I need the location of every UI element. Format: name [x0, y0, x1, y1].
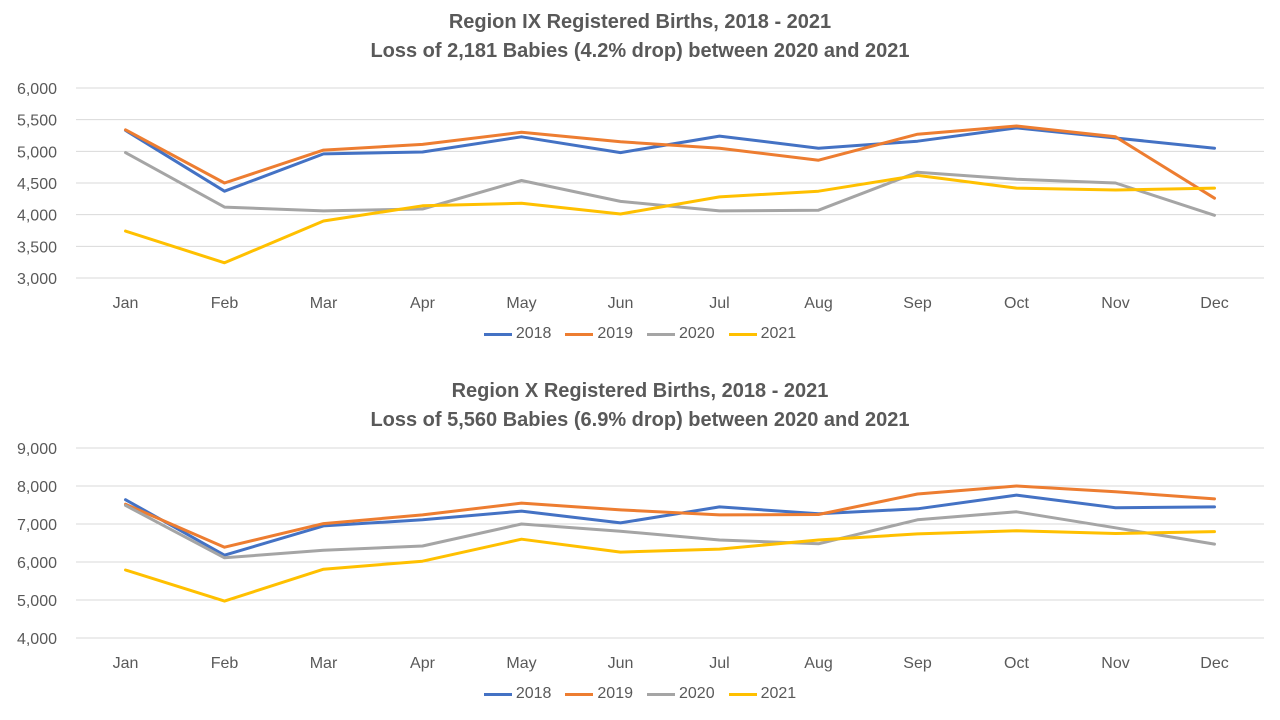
y-tick-label: 8,000: [17, 479, 57, 496]
title-line: Region IX Registered Births, 2018 - 2021: [448, 11, 832, 33]
legend-item-2019: 2019: [565, 325, 633, 343]
y-tick-label: 6,000: [17, 555, 57, 572]
legend-item-2020: 2020: [647, 685, 715, 703]
series-line-2018: [124, 493, 1216, 557]
x-tick-label: Nov: [1101, 295, 1129, 312]
x-tick-label: Apr: [410, 655, 436, 672]
x-tick-label: Oct: [1004, 655, 1029, 672]
legend-swatch: [728, 692, 757, 696]
chart-title: Region X Registered Births, 2018 - 2021 …: [0, 377, 1280, 435]
legend-item-2018: 2018: [483, 325, 552, 343]
chart-title: Region IX Registered Births, 2018 - 2021…: [0, 8, 1280, 66]
x-tick-label: Sep: [903, 295, 932, 312]
series-line-2021: [124, 173, 1216, 265]
legend-swatch: [647, 692, 675, 696]
x-tick-label: Feb: [211, 295, 239, 312]
legend-label: 2021: [760, 685, 797, 702]
legend-label: 2018: [515, 685, 552, 702]
chart-region-x: Region X Registered Births, 2018 - 2021 …: [0, 360, 1280, 720]
x-tick-label: Jan: [113, 655, 139, 672]
series-line-2019: [124, 124, 1216, 200]
y-tick-label: 5,000: [17, 593, 57, 610]
subtitle-line: Loss of 5,560 Babies (6.9% drop) between…: [370, 409, 910, 431]
x-tick-label: Sep: [903, 655, 932, 672]
x-tick-label: Mar: [310, 295, 338, 312]
legend-label: 2020: [679, 685, 715, 702]
x-tick-label: Jul: [709, 655, 729, 672]
series-line-2021: [124, 529, 1216, 603]
y-tick-label: 4,500: [17, 176, 57, 193]
legend-swatch: [483, 692, 512, 696]
legend-label: 2018: [515, 325, 552, 342]
x-tick-label: Jan: [113, 295, 139, 312]
plot-area: 3,000 3,500 4,000 4,500 5,000 5,500 6,000 Jan Fe…: [17, 81, 1264, 312]
x-tick-label: May: [506, 655, 536, 672]
series-line-2019: [124, 484, 1216, 549]
legend-label: 2019: [597, 325, 633, 342]
chart-region-ix: Region IX Registered Births, 2018 - 2021…: [0, 8, 1280, 343]
y-tick-label: 4,000: [17, 208, 57, 225]
y-tick-label: 3,000: [17, 271, 57, 288]
x-tick-label: Jun: [608, 655, 634, 672]
y-tick-label: 9,000: [17, 441, 57, 458]
legend-item-2021: 2021: [728, 685, 797, 703]
y-tick-label: 5,500: [17, 113, 57, 130]
title-line: Region X Registered Births, 2018 - 2021: [451, 380, 829, 402]
x-tick-label: Oct: [1004, 295, 1029, 312]
subtitle-line: Loss of 2,181 Babies (4.2% drop) between…: [370, 40, 910, 62]
legend-swatch: [565, 692, 594, 696]
y-tick-label: 5,000: [17, 144, 57, 161]
legend-swatch: [647, 332, 675, 336]
x-tick-label: Nov: [1101, 655, 1129, 672]
series-line-2020: [124, 503, 1216, 560]
x-tick-label: May: [506, 295, 536, 312]
legend: 2018 2019 2020 2021: [0, 325, 1280, 343]
legend-item-2021: 2021: [728, 325, 797, 343]
y-tick-label: 3,500: [17, 239, 57, 256]
x-tick-label: Dec: [1200, 295, 1228, 312]
legend-swatch: [565, 332, 594, 336]
x-tick-label: Apr: [410, 295, 436, 312]
legend-swatch: [483, 332, 512, 336]
x-tick-label: Jul: [709, 295, 729, 312]
y-tick-label: 6,000: [17, 81, 57, 98]
x-tick-label: Feb: [211, 655, 239, 672]
y-tick-label: 7,000: [17, 517, 57, 534]
x-tick-label: Aug: [804, 295, 832, 312]
y-tick-label: 4,000: [17, 631, 57, 648]
x-tick-label: Mar: [310, 655, 338, 672]
legend-item-2020: 2020: [647, 325, 715, 343]
legend: 2018 2019 2020 2021: [0, 685, 1280, 703]
legend-label: 2021: [760, 325, 797, 342]
legend-item-2019: 2019: [565, 685, 633, 703]
x-tick-label: Dec: [1200, 655, 1228, 672]
x-tick-label: Jun: [608, 295, 634, 312]
plot-area: 4,000 5,000 6,000 7,000 8,000 9,000 Jan Feb Mar A…: [17, 441, 1264, 672]
legend-swatch: [728, 332, 757, 336]
legend-label: 2019: [597, 685, 633, 702]
legend-label: 2020: [679, 325, 715, 342]
legend-item-2018: 2018: [483, 685, 552, 703]
x-tick-label: Aug: [804, 655, 832, 672]
